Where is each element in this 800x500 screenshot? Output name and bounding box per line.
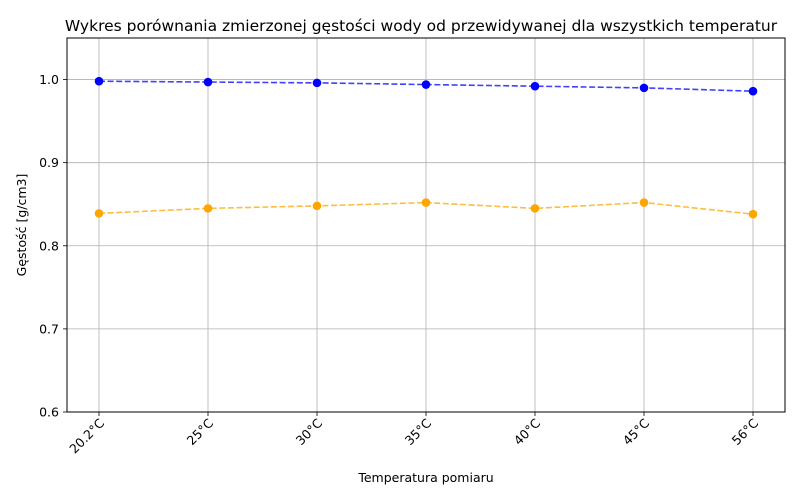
x-axis-label: Temperatura pomiaru [357,470,493,485]
chart-title: Wykres porównania zmierzonej gęstości wo… [65,17,778,35]
series-2-point [639,198,649,207]
series-1-point [312,78,322,88]
series-2-point [94,209,104,218]
x-tick-label: 30°C [293,415,326,448]
y-tick-label: 0.8 [39,238,59,253]
series-2-point [203,204,213,213]
series-2-point [312,201,322,211]
series-2-point [530,204,540,213]
series-1-point [94,76,104,86]
x-tick-label: 25°C [184,415,217,448]
y-tick-label: 0.6 [39,405,59,420]
series-2-point [748,209,758,219]
series-1-point [421,80,431,89]
x-tick-label: 35°C [402,415,435,448]
y-axis-label: Gęstość [g/cm3] [14,174,29,277]
y-tick-label: 1.0 [39,72,59,87]
x-tick-label: 45°C [620,415,653,448]
series-1-point [748,86,758,96]
series-layer [94,76,758,219]
series-2-point [421,198,431,207]
axis-ticks: 20.2°C 25°C 30°C 35°C 40°C 45°C 56°C 0.6 0.7 0.8 0… [39,72,761,456]
x-tick-label: 56°C [729,415,762,448]
y-tick-label: 0.9 [39,155,59,170]
series-1-point [203,77,213,87]
series-1-point [530,81,540,91]
x-tick-label: 20.2°C [66,415,107,456]
series-1-point [639,83,649,93]
y-tick-label: 0.7 [39,321,59,336]
grid-lines [67,38,785,413]
x-tick-label: 40°C [511,415,544,448]
